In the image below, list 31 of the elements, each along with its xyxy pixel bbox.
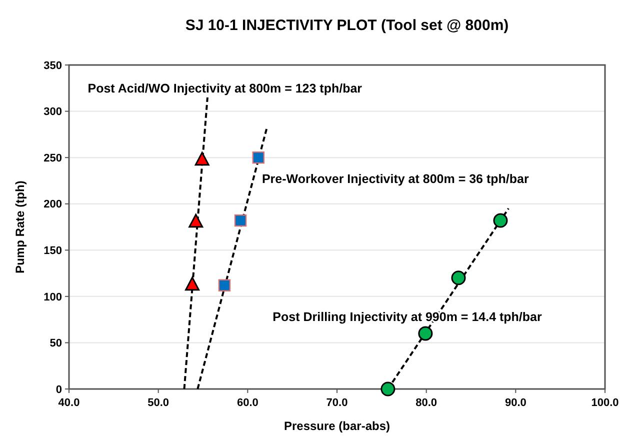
y-tick-label: 250 bbox=[44, 152, 62, 164]
point bbox=[380, 382, 396, 396]
x-tick-label: 40.0 bbox=[58, 397, 80, 409]
y-tick-label: 100 bbox=[44, 291, 62, 304]
x-tick-label: 100.0 bbox=[591, 397, 619, 409]
point bbox=[252, 151, 264, 164]
annotation: Post Drilling Injectivity at 990m = 14.4 tph/bar bbox=[272, 310, 542, 324]
x-tick-label: 60.0 bbox=[236, 397, 258, 409]
point bbox=[194, 152, 210, 166]
point bbox=[218, 279, 231, 292]
x-axis-title: Pressure (bar-abs) bbox=[284, 419, 390, 433]
y-axis-title: Pump Rate (tph) bbox=[13, 180, 27, 274]
y-tick-label: 300 bbox=[44, 106, 62, 118]
x-tick-label: 90.0 bbox=[504, 397, 526, 409]
point bbox=[451, 270, 466, 286]
annotation: Pre-Workover Injectivity at 800m = 36 tph/bar bbox=[262, 172, 529, 186]
y-tick-label: 0 bbox=[56, 384, 62, 396]
point bbox=[185, 276, 200, 291]
annotation: Post Acid/WO Injectivity at 800m = 123 tph/bar bbox=[88, 82, 362, 96]
point bbox=[234, 214, 247, 227]
x-tick-label: 50.0 bbox=[148, 397, 170, 409]
y-tick-label: 350 bbox=[44, 60, 62, 72]
x-tick-label: 70.0 bbox=[326, 397, 348, 409]
x-tick-label: 80.0 bbox=[416, 397, 438, 409]
point bbox=[493, 213, 508, 228]
y-tick-label: 150 bbox=[44, 244, 62, 257]
chart-title: SJ 10-1 INJECTIVITY PLOT (Tool set @ 800m) bbox=[185, 17, 509, 34]
y-tick-label: 50 bbox=[50, 338, 62, 350]
point bbox=[418, 326, 433, 341]
point bbox=[188, 214, 204, 228]
y-tick-label: 200 bbox=[44, 198, 62, 211]
